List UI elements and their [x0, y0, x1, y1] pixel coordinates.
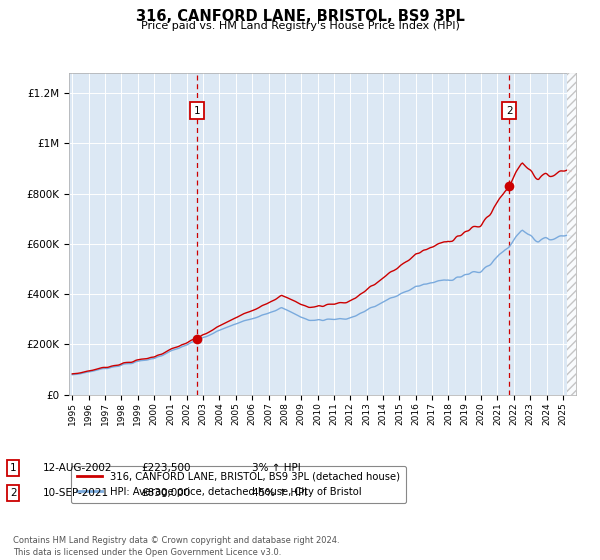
Bar: [567, 73, 600, 395]
Text: 2: 2: [10, 488, 17, 498]
Text: 2: 2: [506, 105, 512, 115]
Legend: 316, CANFORD LANE, BRISTOL, BS9 3PL (detached house), HPI: Average price, detach: 316, CANFORD LANE, BRISTOL, BS9 3PL (det…: [71, 466, 406, 503]
Text: 10-SEP-2021: 10-SEP-2021: [43, 488, 109, 498]
Text: Price paid vs. HM Land Registry's House Price Index (HPI): Price paid vs. HM Land Registry's House …: [140, 21, 460, 31]
Text: Contains HM Land Registry data © Crown copyright and database right 2024.
This d: Contains HM Land Registry data © Crown c…: [13, 536, 340, 557]
Text: 3% ↑ HPI: 3% ↑ HPI: [252, 463, 301, 473]
Text: £223,500: £223,500: [141, 463, 191, 473]
Text: 316, CANFORD LANE, BRISTOL, BS9 3PL: 316, CANFORD LANE, BRISTOL, BS9 3PL: [136, 9, 464, 24]
Text: £830,000: £830,000: [141, 488, 190, 498]
Text: 12-AUG-2002: 12-AUG-2002: [43, 463, 113, 473]
Text: 45% ↑ HPI: 45% ↑ HPI: [252, 488, 307, 498]
Text: 1: 1: [10, 463, 17, 473]
Text: 1: 1: [194, 105, 200, 115]
Bar: [567, 73, 584, 395]
